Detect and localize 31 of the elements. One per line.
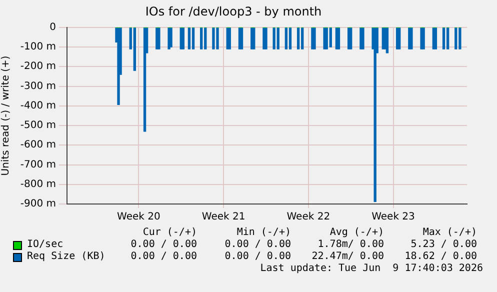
text: Min (-/+) xyxy=(236,227,291,239)
y-tick-label: 0 xyxy=(50,22,56,33)
y-tick-label: -800 m xyxy=(20,178,56,190)
text: Cur (-/+) xyxy=(142,227,197,239)
text: 0.00 / 0.00 xyxy=(130,239,197,251)
chart-title: IOs for /dev/loop3 - by month xyxy=(145,4,322,18)
text: 1.78m/ 0.00 xyxy=(318,239,384,251)
y-tick-label: -700 m xyxy=(20,159,56,170)
text: 22.47m/ 0.00 xyxy=(312,251,384,263)
x-tick-label: Week 23 xyxy=(372,212,415,223)
y-tick-label: -900 m xyxy=(20,198,56,210)
y-axis-title: Units read (-) / write (+) xyxy=(0,56,12,176)
text: 0.00 / 0.00 xyxy=(224,239,291,251)
text: 18.62 / 0.00 xyxy=(404,251,477,263)
text: 5.23 / 0.00 xyxy=(410,239,477,251)
y-tick-label: -100 m xyxy=(20,42,56,53)
legend-label: Req Size (KB) xyxy=(27,251,106,263)
y-tick-label: -300 m xyxy=(20,80,56,92)
x-tick-label: Week 22 xyxy=(286,212,330,223)
x-tick-label: Week 21 xyxy=(202,212,246,223)
text: 0.00 / 0.00 xyxy=(130,251,197,263)
text: 0.00 / 0.00 xyxy=(224,251,291,263)
y-tick-label: -500 m xyxy=(20,120,56,132)
y-tick-label: -200 m xyxy=(20,61,56,72)
text: Last update: Tue Jun 9 17:40:03 2026 xyxy=(260,263,483,275)
text: Max (-/+) xyxy=(422,227,477,239)
x-tick-label: Week 20 xyxy=(117,212,160,223)
y-tick-label: -400 m xyxy=(20,100,56,112)
text: Avg (-/+) xyxy=(330,227,384,239)
legend-label: IO/sec xyxy=(27,239,64,251)
y-tick-label: -600 m xyxy=(20,140,56,151)
